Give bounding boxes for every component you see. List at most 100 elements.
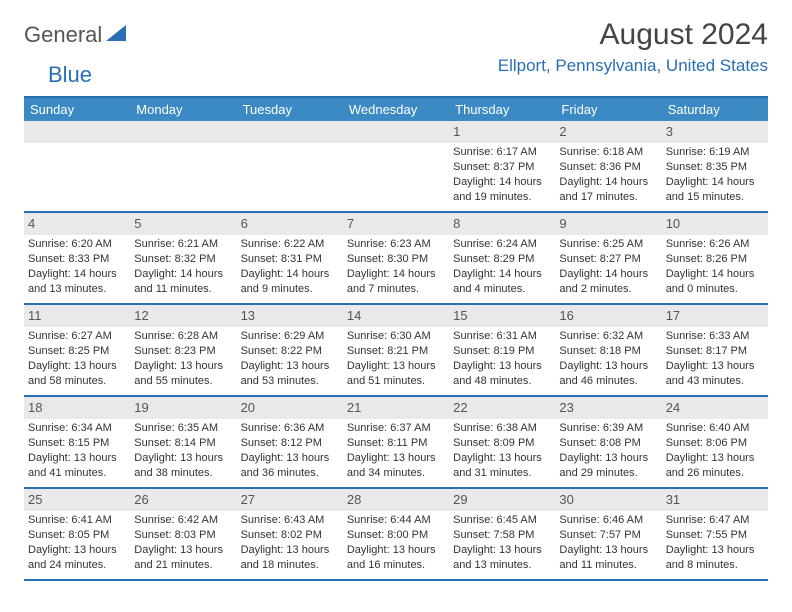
info-line: and 43 minutes. <box>666 374 764 389</box>
info-line: Sunrise: 6:18 AM <box>559 145 657 160</box>
info-line: Sunrise: 6:39 AM <box>559 421 657 436</box>
info-line: Sunset: 8:05 PM <box>28 528 126 543</box>
info-line: Daylight: 13 hours <box>28 451 126 466</box>
info-line: Sunrise: 6:29 AM <box>241 329 339 344</box>
day-header-wednesday: Wednesday <box>343 98 449 121</box>
day-cell: 27Sunrise: 6:43 AMSunset: 8:02 PMDayligh… <box>237 489 343 579</box>
day-number: 11 <box>28 308 42 323</box>
day-number: 18 <box>28 400 42 415</box>
day-info: Sunrise: 6:23 AMSunset: 8:30 PMDaylight:… <box>347 237 445 296</box>
info-line: Sunset: 8:02 PM <box>241 528 339 543</box>
day-num-row: 19 <box>130 397 236 419</box>
info-line: Daylight: 13 hours <box>559 451 657 466</box>
info-line: Sunset: 8:08 PM <box>559 436 657 451</box>
day-info: Sunrise: 6:26 AMSunset: 8:26 PMDaylight:… <box>666 237 764 296</box>
info-line: and 29 minutes. <box>559 466 657 481</box>
day-cell <box>343 121 449 211</box>
day-number: 26 <box>134 492 148 507</box>
info-line: Daylight: 14 hours <box>666 175 764 190</box>
day-num-row: 14 <box>343 305 449 327</box>
day-num-row: 30 <box>555 489 661 511</box>
day-info: Sunrise: 6:27 AMSunset: 8:25 PMDaylight:… <box>28 329 126 388</box>
info-line: Daylight: 14 hours <box>453 267 551 282</box>
brand-logo: General <box>24 22 128 48</box>
day-num-row: 31 <box>662 489 768 511</box>
info-line: Daylight: 13 hours <box>347 359 445 374</box>
day-num-row: 6 <box>237 213 343 235</box>
info-line: Daylight: 13 hours <box>666 451 764 466</box>
info-line: Daylight: 13 hours <box>559 543 657 558</box>
info-line: Sunrise: 6:19 AM <box>666 145 764 160</box>
day-header-row: SundayMondayTuesdayWednesdayThursdayFrid… <box>24 98 768 121</box>
brand-text-1: General <box>24 22 102 48</box>
day-header-friday: Friday <box>555 98 661 121</box>
day-num-row: 4 <box>24 213 130 235</box>
info-line: and 18 minutes. <box>241 558 339 573</box>
info-line: Sunrise: 6:25 AM <box>559 237 657 252</box>
info-line: Sunrise: 6:41 AM <box>28 513 126 528</box>
day-cell: 4Sunrise: 6:20 AMSunset: 8:33 PMDaylight… <box>24 213 130 303</box>
info-line: Daylight: 13 hours <box>134 359 232 374</box>
info-line: Sunset: 8:23 PM <box>134 344 232 359</box>
day-num-row <box>343 121 449 143</box>
info-line: and 0 minutes. <box>666 282 764 297</box>
info-line: Daylight: 14 hours <box>559 267 657 282</box>
info-line: Daylight: 13 hours <box>453 543 551 558</box>
day-cell: 1Sunrise: 6:17 AMSunset: 8:37 PMDaylight… <box>449 121 555 211</box>
day-info: Sunrise: 6:40 AMSunset: 8:06 PMDaylight:… <box>666 421 764 480</box>
info-line: Sunrise: 6:28 AM <box>134 329 232 344</box>
info-line: Sunrise: 6:31 AM <box>453 329 551 344</box>
info-line: and 19 minutes. <box>453 190 551 205</box>
info-line: Sunset: 8:14 PM <box>134 436 232 451</box>
day-num-row <box>130 121 236 143</box>
info-line: Daylight: 14 hours <box>241 267 339 282</box>
day-cell: 13Sunrise: 6:29 AMSunset: 8:22 PMDayligh… <box>237 305 343 395</box>
info-line: Sunset: 8:19 PM <box>453 344 551 359</box>
info-line: Sunrise: 6:45 AM <box>453 513 551 528</box>
day-cell: 16Sunrise: 6:32 AMSunset: 8:18 PMDayligh… <box>555 305 661 395</box>
day-number: 28 <box>347 492 361 507</box>
day-number: 2 <box>559 124 566 139</box>
info-line: Sunset: 8:09 PM <box>453 436 551 451</box>
info-line: and 11 minutes. <box>134 282 232 297</box>
info-line: and 8 minutes. <box>666 558 764 573</box>
day-num-row: 17 <box>662 305 768 327</box>
day-header-sunday: Sunday <box>24 98 130 121</box>
day-number: 3 <box>666 124 673 139</box>
info-line: and 4 minutes. <box>453 282 551 297</box>
day-cell: 25Sunrise: 6:41 AMSunset: 8:05 PMDayligh… <box>24 489 130 579</box>
info-line: Sunrise: 6:46 AM <box>559 513 657 528</box>
day-num-row: 12 <box>130 305 236 327</box>
info-line: Sunset: 8:27 PM <box>559 252 657 267</box>
info-line: Sunset: 8:22 PM <box>241 344 339 359</box>
info-line: Sunset: 8:35 PM <box>666 160 764 175</box>
day-number: 15 <box>453 308 467 323</box>
day-header-saturday: Saturday <box>662 98 768 121</box>
day-cell: 20Sunrise: 6:36 AMSunset: 8:12 PMDayligh… <box>237 397 343 487</box>
info-line: and 36 minutes. <box>241 466 339 481</box>
calendar-grid: SundayMondayTuesdayWednesdayThursdayFrid… <box>24 96 768 581</box>
day-number: 10 <box>666 216 680 231</box>
day-num-row: 18 <box>24 397 130 419</box>
day-cell: 6Sunrise: 6:22 AMSunset: 8:31 PMDaylight… <box>237 213 343 303</box>
day-cell: 22Sunrise: 6:38 AMSunset: 8:09 PMDayligh… <box>449 397 555 487</box>
day-num-row: 26 <box>130 489 236 511</box>
info-line: Sunset: 8:37 PM <box>453 160 551 175</box>
day-cell: 9Sunrise: 6:25 AMSunset: 8:27 PMDaylight… <box>555 213 661 303</box>
day-info: Sunrise: 6:43 AMSunset: 8:02 PMDaylight:… <box>241 513 339 572</box>
day-number: 29 <box>453 492 467 507</box>
info-line: Sunrise: 6:38 AM <box>453 421 551 436</box>
day-number: 12 <box>134 308 148 323</box>
day-header-monday: Monday <box>130 98 236 121</box>
info-line: Daylight: 13 hours <box>453 359 551 374</box>
month-title: August 2024 <box>498 18 768 52</box>
day-num-row: 7 <box>343 213 449 235</box>
day-number: 22 <box>453 400 467 415</box>
brand-triangle-icon <box>106 25 126 46</box>
day-number: 13 <box>241 308 255 323</box>
info-line: Sunrise: 6:37 AM <box>347 421 445 436</box>
day-number: 25 <box>28 492 42 507</box>
info-line: Sunrise: 6:43 AM <box>241 513 339 528</box>
day-number: 23 <box>559 400 573 415</box>
day-cell: 18Sunrise: 6:34 AMSunset: 8:15 PMDayligh… <box>24 397 130 487</box>
